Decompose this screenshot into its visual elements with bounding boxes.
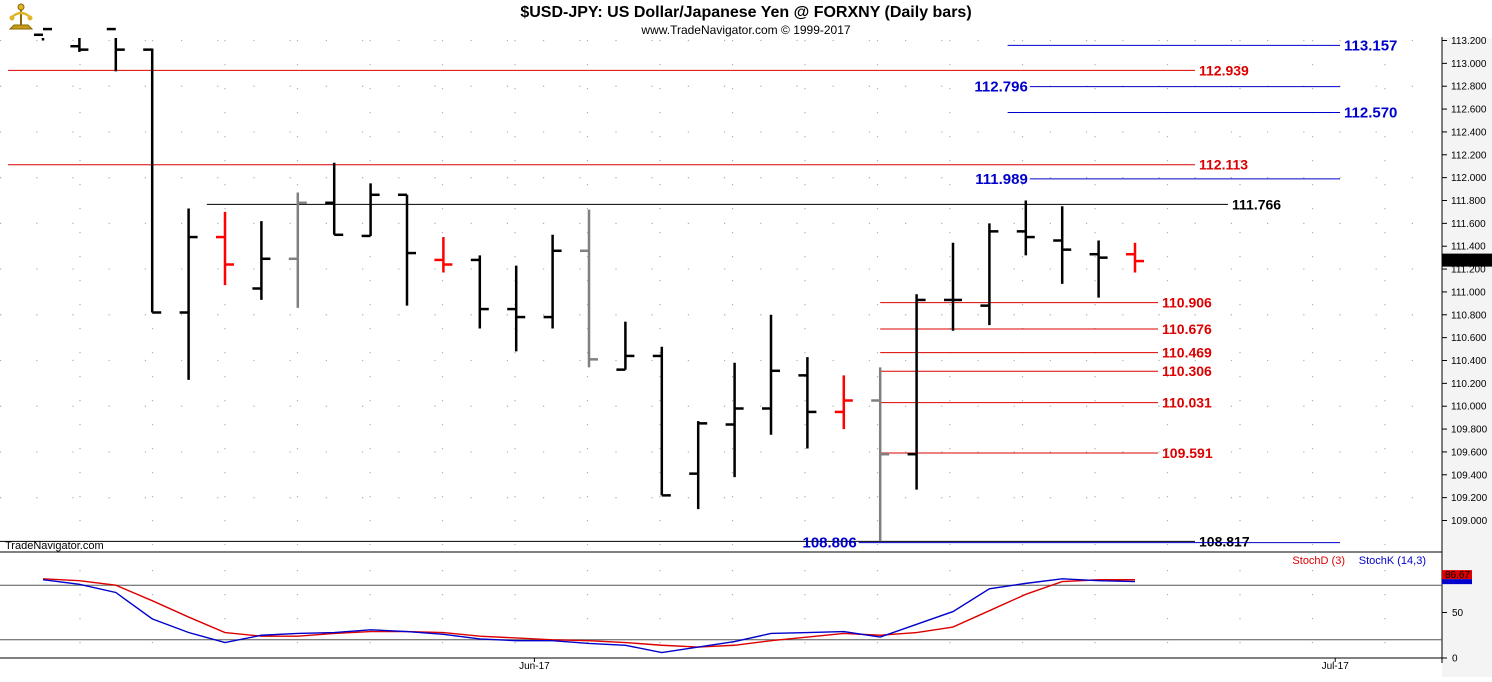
x-axis: Jun-17 Jul-17 [519,658,1349,672]
x-tick-label: Jul-17 [1322,661,1350,672]
price-tick-label: 110.800 [1451,310,1487,321]
stoch-last-value-box-d [1442,570,1472,580]
ohlc-bar [1126,242,1144,273]
ohlc-bar [762,314,780,435]
ohlc-bar [616,321,635,371]
ohlc-bar [507,265,526,352]
ohlc-bar [871,367,890,542]
stochk-legend: StochK (14,3) [1359,555,1426,567]
ohlc-bar [34,27,52,41]
stoch-tick-label: 50 [1452,608,1464,619]
price-axis: 109.000 109.200 109.400 109.600 109.800 110.0… [1442,36,1492,527]
ohlc-bar [179,208,198,380]
stochd-legend: StochD (3) [1292,555,1345,567]
ohlc-bar [834,375,853,430]
stoch-lines [42,578,1136,654]
level-label: 113.157 [1344,37,1397,54]
ohlc-bar [652,346,671,497]
level-label: 108.806 [802,535,856,552]
ohlc-bar [434,237,453,273]
trade-navigator-logo-icon [8,3,34,30]
price-tick-label: 113.200 [1451,36,1487,47]
level-label: 112.796 [974,79,1027,96]
ohlc-bar [216,211,234,286]
price-tick-label: 110.400 [1451,356,1487,367]
header-background [0,0,1492,38]
price-levels: 113.157 112.939 112.796 112.570 112.113 111.9… [0,37,1397,552]
ohlc-bar [725,362,744,478]
stochk-line [42,578,1136,654]
ohlc-bar [689,421,708,510]
level-label: 109.591 [1162,445,1213,461]
x-tick-label: Jun-17 [519,661,550,672]
stoch-tick-label: 0 [1452,654,1458,665]
ohlc-bar [325,162,344,237]
level-label: 110.306 [1162,363,1212,379]
ohlc-bar [798,357,817,449]
level-label: 112.939 [1199,62,1249,78]
level-label: 111.989 [975,171,1028,188]
price-tick-label: 110.200 [1451,379,1487,390]
price-tick-label: 112.400 [1451,127,1487,138]
ohlc-bar [1089,240,1108,298]
price-tick-label: 111.000 [1451,287,1486,298]
watermark-text: TradeNavigator.com [5,540,104,552]
ohlc-bar [980,223,999,326]
ohlc-bar [1016,200,1035,256]
chart-title: $USD-JPY: US Dollar/Japanese Yen @ FORXN… [520,4,971,21]
price-tick-label: 111.800 [1451,196,1486,207]
ohlc-bar [106,27,125,72]
level-label: 110.906 [1162,295,1212,311]
price-tick-label: 109.000 [1451,516,1488,527]
stoch-last-value-label: 86.67 [1445,570,1470,581]
stoch-last-value-box-k [1442,579,1472,585]
price-tick-label: 109.200 [1451,493,1488,504]
price-tick-label: 111.200 [1451,265,1486,276]
price-tick-label: 109.800 [1451,425,1488,436]
level-label: 108.817 [1199,533,1250,549]
price-tick-label: 112.600 [1451,105,1487,116]
price-tick-label: 113.000 [1451,59,1487,70]
stochd-line [42,578,1135,648]
level-label: 112.570 [1344,105,1397,122]
price-tick-label: 112.800 [1451,82,1487,93]
level-label: 110.031 [1162,395,1212,411]
price-tick-label: 110.000 [1451,402,1487,413]
ohlc-bar [543,234,562,329]
ohlc-bar [143,48,162,314]
ohlc-bar [252,221,271,300]
price-tick-label: 111.400 [1451,242,1486,253]
ohlc-bar [70,38,89,52]
price-tick-label: 110.600 [1451,333,1487,344]
price-tick-label: 111.600 [1451,219,1486,230]
ohlc-bar [470,255,489,329]
level-label: 111.766 [1232,196,1281,212]
ohlc-bar [288,192,307,308]
price-tick-label: 112.000 [1451,173,1487,184]
last-price-box [1442,253,1492,267]
copyright-text: www.TradeNavigator.com © 1999-2017 [640,23,850,37]
ohlc-bar [907,294,926,490]
ohlc-bar [398,193,416,306]
level-label: 110.469 [1162,345,1212,361]
ohlc-bar [1053,206,1072,284]
level-label: 110.676 [1162,321,1212,337]
price-tick-label: 112.200 [1451,150,1487,161]
price-bars [34,27,1144,542]
ohlc-bar [944,242,962,331]
ohlc-bar [580,209,598,368]
stoch-axis: 0 50 86.67 [1442,570,1472,665]
price-tick-label: 109.400 [1451,470,1488,481]
price-tick-label: 109.600 [1451,447,1488,458]
price-axis-background [1442,0,1492,677]
last-price-label: 111.274 [1446,257,1481,268]
level-label: 112.113 [1199,157,1248,173]
ohlc-bar [361,183,380,238]
